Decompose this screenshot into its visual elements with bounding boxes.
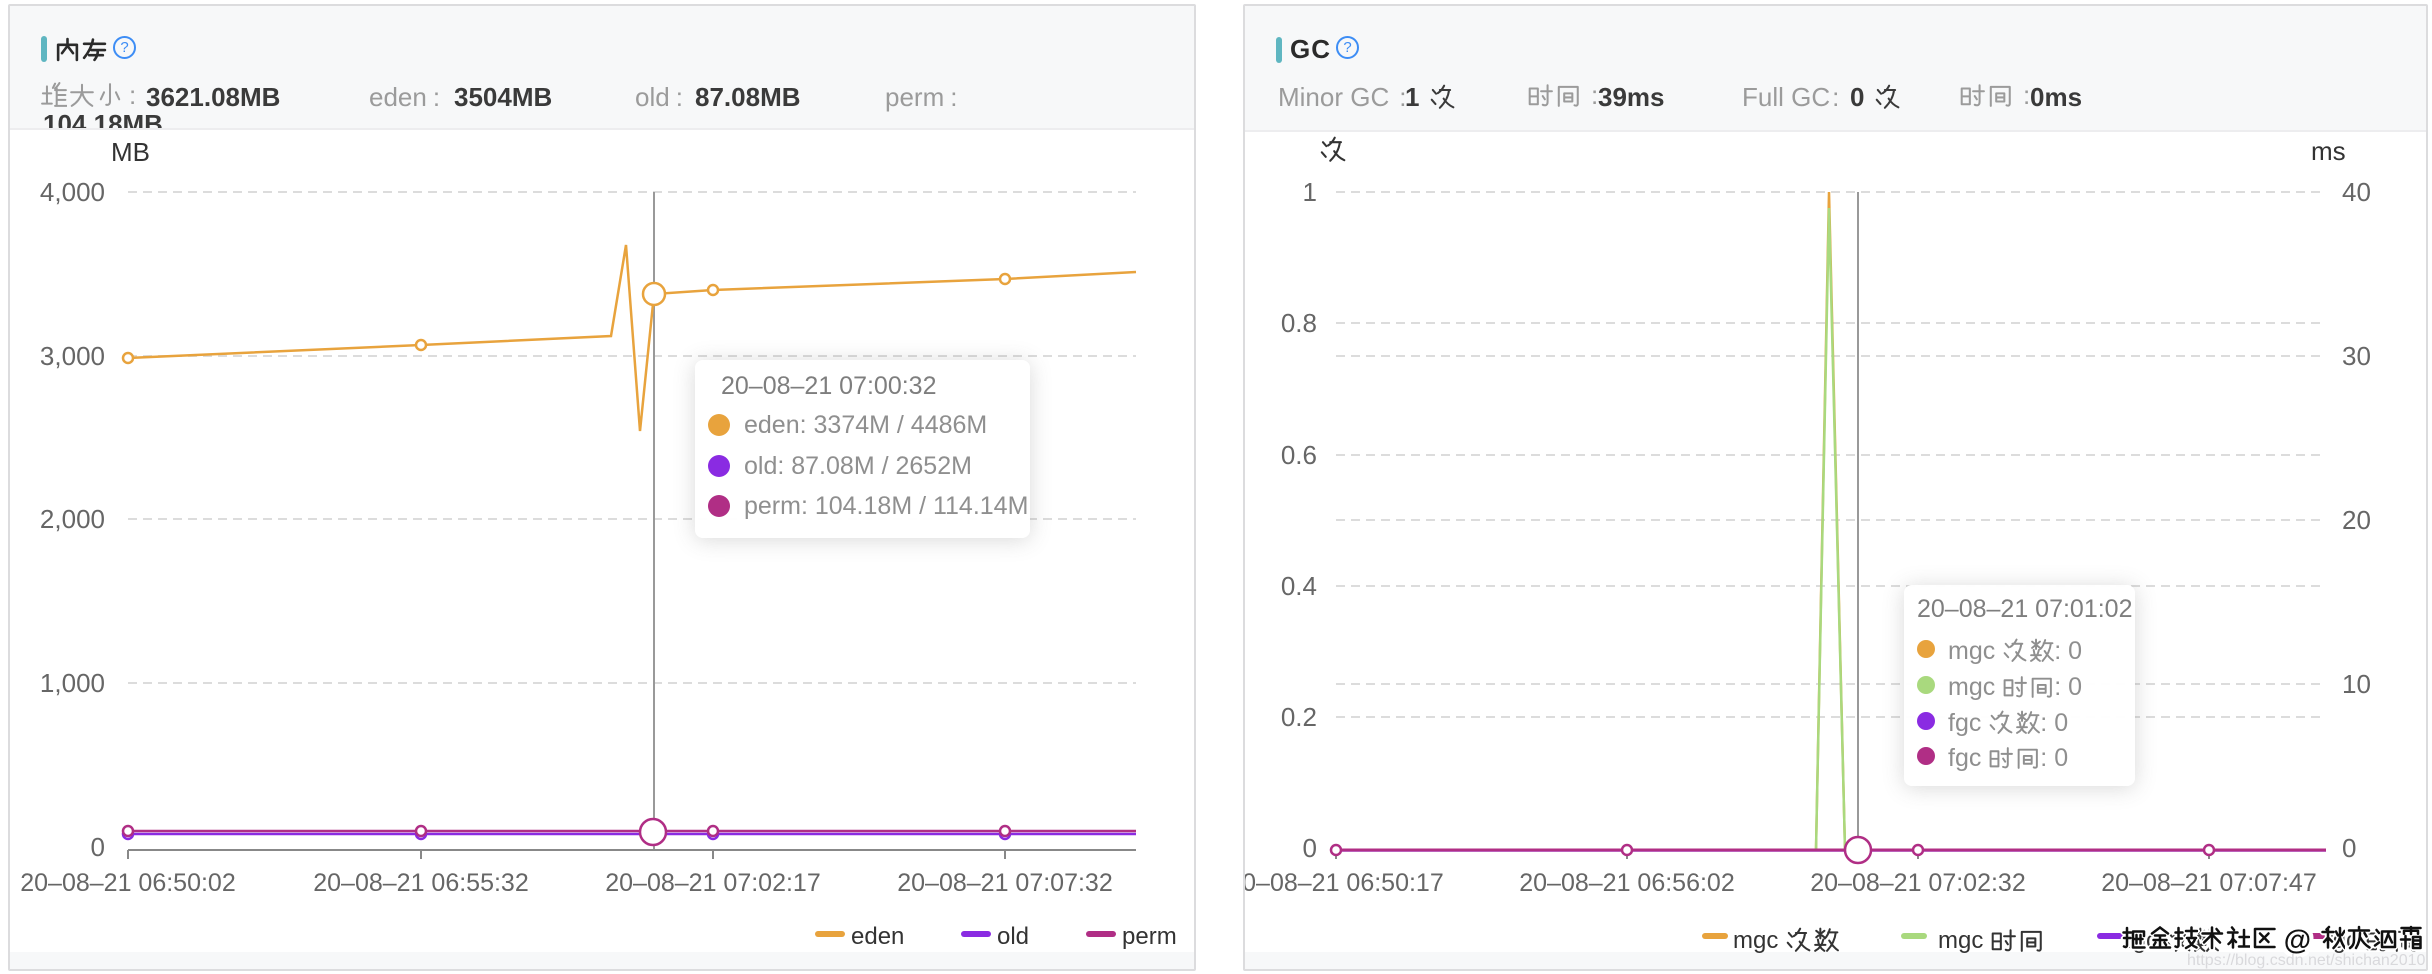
svg-text:0.6: 0.6: [1281, 440, 1317, 470]
svg-text:3,000: 3,000: [40, 341, 105, 371]
svg-text:20–08–21 07:02:32: 20–08–21 07:02:32: [1810, 869, 2026, 897]
svg-text:20–08–21 06:56:02: 20–08–21 06:56:02: [1519, 869, 1735, 897]
svg-text:0.4: 0.4: [1281, 571, 1317, 601]
svg-text:20–08–21 07:07:47: 20–08–21 07:07:47: [2101, 869, 2317, 897]
svg-text:30: 30: [2342, 341, 2371, 371]
svg-text:40: 40: [2342, 177, 2371, 207]
svg-text:1: 1: [1303, 177, 1317, 207]
svg-text:0: 0: [91, 832, 105, 862]
svg-text:MB: MB: [111, 137, 150, 167]
svg-text:2,000: 2,000: [40, 504, 105, 534]
svg-text:20: 20: [2342, 505, 2371, 535]
svg-text:ms: ms: [2311, 136, 2346, 166]
svg-text:0.2: 0.2: [1281, 702, 1317, 732]
svg-text:20–08–21 06:55:32: 20–08–21 06:55:32: [313, 869, 529, 897]
svg-text:20–08–21 07:02:17: 20–08–21 07:02:17: [605, 869, 821, 897]
svg-text:10: 10: [2342, 669, 2371, 699]
svg-text:perm: perm: [1122, 923, 1177, 950]
svg-text:0: 0: [2342, 833, 2356, 863]
svg-text:0.8: 0.8: [1281, 308, 1317, 338]
svg-text:eden: eden: [851, 923, 904, 950]
svg-text:1,000: 1,000: [40, 668, 105, 698]
svg-text:20–08–21 06:50:17: 20–08–21 06:50:17: [1245, 869, 1444, 897]
svg-text:old: old: [997, 923, 1029, 950]
svg-text:20–08–21 06:50:02: 20–08–21 06:50:02: [20, 869, 236, 897]
svg-text:20–08–21 07:07:32: 20–08–21 07:07:32: [897, 869, 1113, 897]
svg-text:4,000: 4,000: [40, 177, 105, 207]
svg-text:0: 0: [1303, 833, 1317, 863]
